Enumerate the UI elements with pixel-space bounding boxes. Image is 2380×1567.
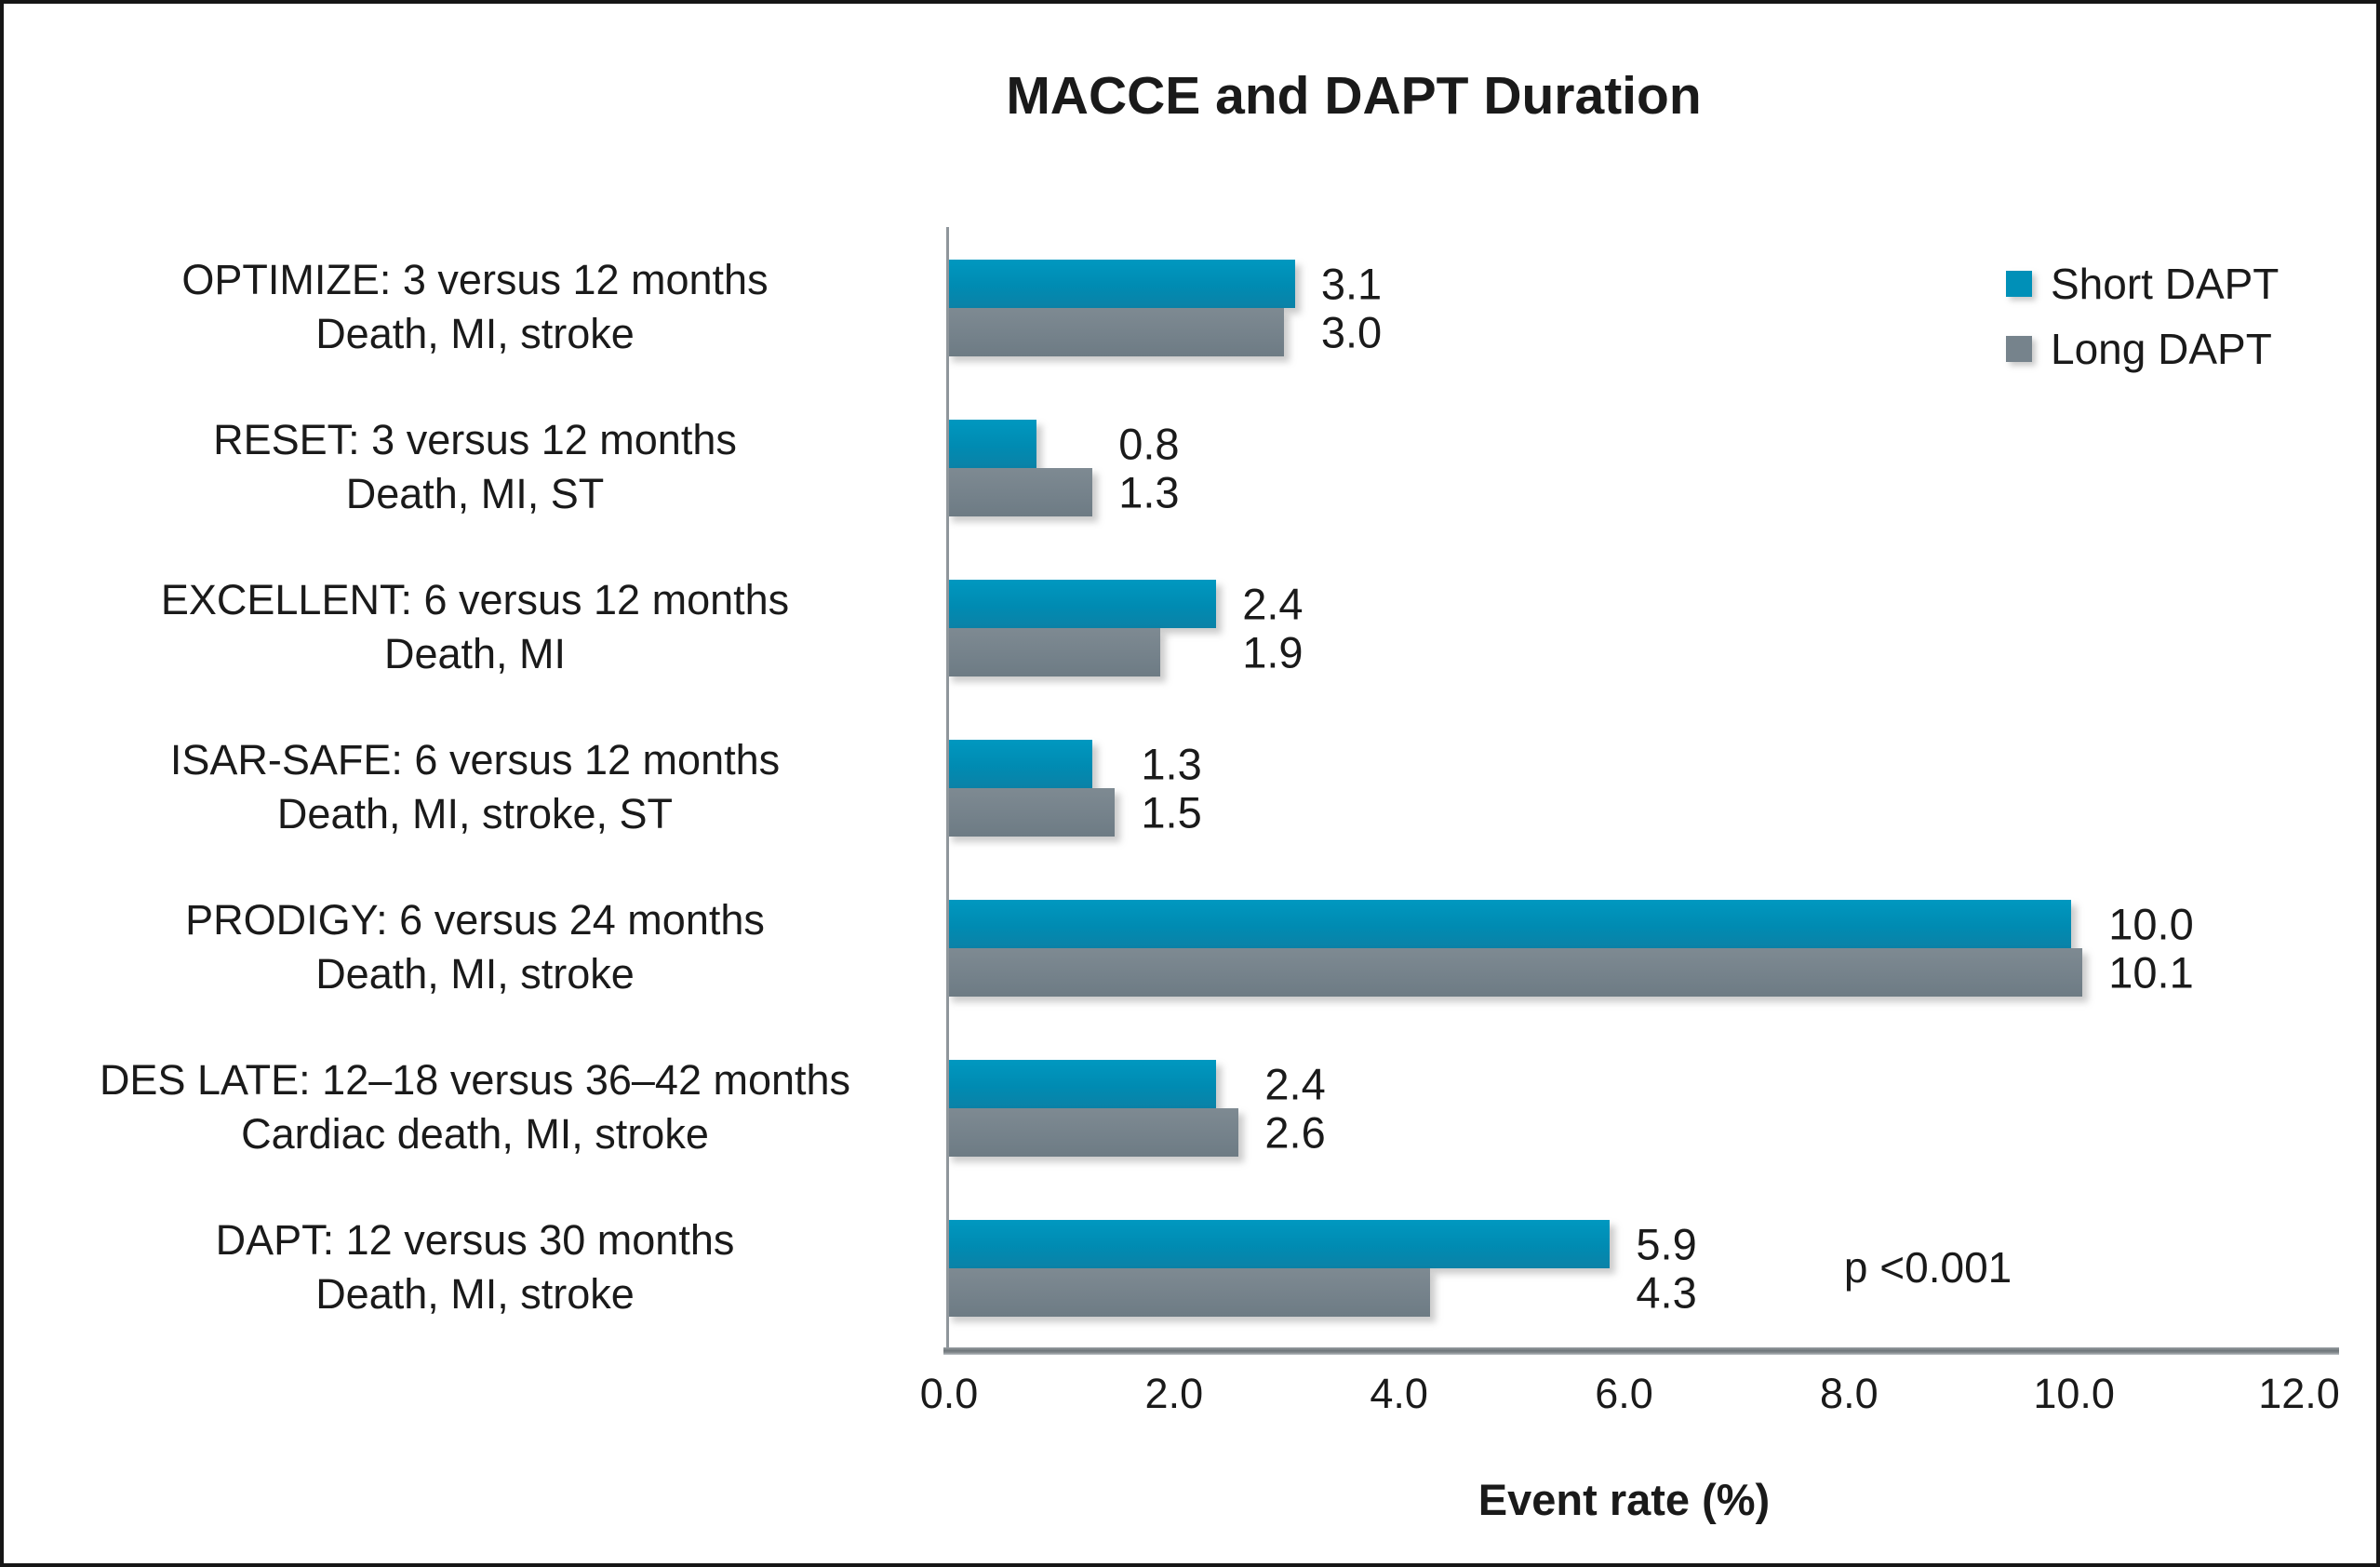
category-label: DES LATE: 12–18 versus 36–42 months Card… (4, 1027, 946, 1187)
x-axis-ticks: 0.0 2.0 4.0 6.0 8.0 10.0 12.0 (920, 1370, 2340, 1426)
trial-endpoint: Cardiac death, MI, stroke (241, 1110, 709, 1158)
row-plot-area: 3.1 3.0 (946, 227, 2296, 387)
category-label: EXCELLENT: 6 versus 12 months Death, MI (4, 547, 946, 707)
category-label: DAPT: 12 versus 30 months Death, MI, str… (4, 1187, 946, 1347)
long-dapt-bar (946, 1108, 1239, 1157)
trial-endpoint: Death, MI (383, 630, 567, 677)
trial-endpoint: Death, MI, stroke, ST (276, 790, 674, 837)
x-tick-label: 4.0 (1370, 1370, 1428, 1417)
trial-name: DAPT: 12 versus 30 months (215, 1216, 735, 1265)
chart-row: OPTIMIZE: 3 versus 12 months Death, MI, … (4, 227, 2299, 387)
trial-name: OPTIMIZE: 3 versus 12 months (181, 256, 769, 304)
chart-rows: OPTIMIZE: 3 versus 12 months Death, MI, … (4, 227, 2299, 1347)
long-dapt-bar (946, 788, 1116, 837)
legend-label: Long DAPT (2051, 325, 2272, 373)
category-label: ISAR-SAFE: 6 versus 12 months Death, MI,… (4, 707, 946, 867)
short-dapt-value: 2.4 (1264, 1059, 1326, 1109)
chart-row: DAPT: 12 versus 30 months Death, MI, str… (4, 1187, 2299, 1347)
x-tick-label: 6.0 (1595, 1370, 1653, 1417)
long-dapt-bar (946, 468, 1093, 516)
row-plot-area: 5.9 4.3 p <0.001 (946, 1187, 2296, 1347)
trial-name: ISAR-SAFE: 6 versus 12 months (169, 736, 781, 784)
long-dapt-value: 4.3 (1636, 1267, 1697, 1318)
trial-name: DES LATE: 12–18 versus 36–42 months (99, 1056, 851, 1105)
trial-endpoint: Death, MI, stroke (315, 1270, 635, 1318)
row-plot-area: 1.3 1.5 (946, 707, 2296, 867)
long-dapt-bar (946, 308, 1284, 356)
x-tick-label: 12.0 (2258, 1370, 2340, 1417)
p-value-annotation: p <0.001 (1843, 1243, 2012, 1292)
chart-row: DES LATE: 12–18 versus 36–42 months Card… (4, 1027, 2299, 1187)
long-dapt-value: 10.1 (2108, 947, 2194, 998)
long-dapt-value: 3.0 (1320, 307, 1383, 357)
chart-legend: Short DAPT Long DAPT (2006, 251, 2279, 382)
long-dapt-swatch-icon (2006, 336, 2032, 362)
row-plot-area: 10.0 10.1 (946, 867, 2296, 1027)
short-dapt-bar (946, 1220, 1611, 1268)
chart-row: EXCELLENT: 6 versus 12 months Death, MI … (4, 547, 2299, 707)
long-dapt-value: 1.5 (1141, 787, 1202, 837)
short-dapt-value: 10.0 (2108, 899, 2194, 949)
chart-row: ISAR-SAFE: 6 versus 12 months Death, MI,… (4, 707, 2299, 867)
legend-item-long-dapt: Long DAPT (2006, 316, 2279, 382)
short-dapt-bar (946, 260, 1295, 308)
x-tick-label: 2.0 (1144, 1370, 1204, 1417)
chart-title: MACCE and DAPT Duration (1006, 66, 1702, 126)
category-label: RESET: 3 versus 12 months Death, MI, ST (4, 387, 946, 547)
chart-row: RESET: 3 versus 12 months Death, MI, ST … (4, 387, 2299, 547)
y-axis-line (946, 227, 949, 1353)
long-dapt-bar (946, 948, 2083, 997)
short-dapt-bar (946, 1060, 1217, 1108)
short-dapt-bar (946, 900, 2072, 948)
long-dapt-bar (946, 1268, 1430, 1317)
trial-endpoint: Death, MI, stroke (315, 950, 635, 998)
x-tick-label: 10.0 (2033, 1370, 2115, 1417)
x-axis-line (943, 1347, 2339, 1355)
row-plot-area: 2.4 1.9 (946, 547, 2296, 707)
short-dapt-value: 1.3 (1141, 739, 1202, 789)
short-dapt-value: 2.4 (1242, 579, 1304, 629)
legend-item-short-dapt: Short DAPT (2006, 251, 2279, 316)
long-dapt-value: 2.6 (1264, 1107, 1326, 1158)
category-label: OPTIMIZE: 3 versus 12 months Death, MI, … (4, 227, 946, 387)
short-dapt-bar (946, 740, 1093, 788)
row-plot-area: 0.8 1.3 (946, 387, 2296, 547)
trial-name: EXCELLENT: 6 versus 12 months (160, 576, 790, 624)
trial-endpoint: Death, MI, stroke (315, 310, 635, 357)
x-tick-label: 0.0 (919, 1370, 979, 1417)
x-axis-title: Event rate (%) (1477, 1475, 1771, 1524)
row-plot-area: 2.4 2.6 (946, 1027, 2296, 1187)
short-dapt-bar (946, 580, 1217, 628)
long-dapt-bar (946, 628, 1160, 676)
short-dapt-value: 3.1 (1320, 259, 1383, 309)
short-dapt-value: 0.8 (1118, 419, 1180, 469)
short-dapt-swatch-icon (2006, 271, 2032, 297)
trial-name: RESET: 3 versus 12 months (213, 416, 737, 464)
long-dapt-value: 1.3 (1118, 467, 1180, 517)
trial-endpoint: Death, MI, ST (345, 470, 605, 517)
trial-name: PRODIGY: 6 versus 24 months (185, 896, 765, 944)
x-tick-label: 8.0 (1820, 1370, 1879, 1417)
short-dapt-bar (946, 420, 1036, 468)
legend-label: Short DAPT (2051, 260, 2280, 308)
long-dapt-value: 1.9 (1242, 627, 1304, 677)
short-dapt-value: 5.9 (1636, 1219, 1697, 1269)
chart-row: PRODIGY: 6 versus 24 months Death, MI, s… (4, 867, 2299, 1027)
category-label: PRODIGY: 6 versus 24 months Death, MI, s… (4, 867, 946, 1027)
